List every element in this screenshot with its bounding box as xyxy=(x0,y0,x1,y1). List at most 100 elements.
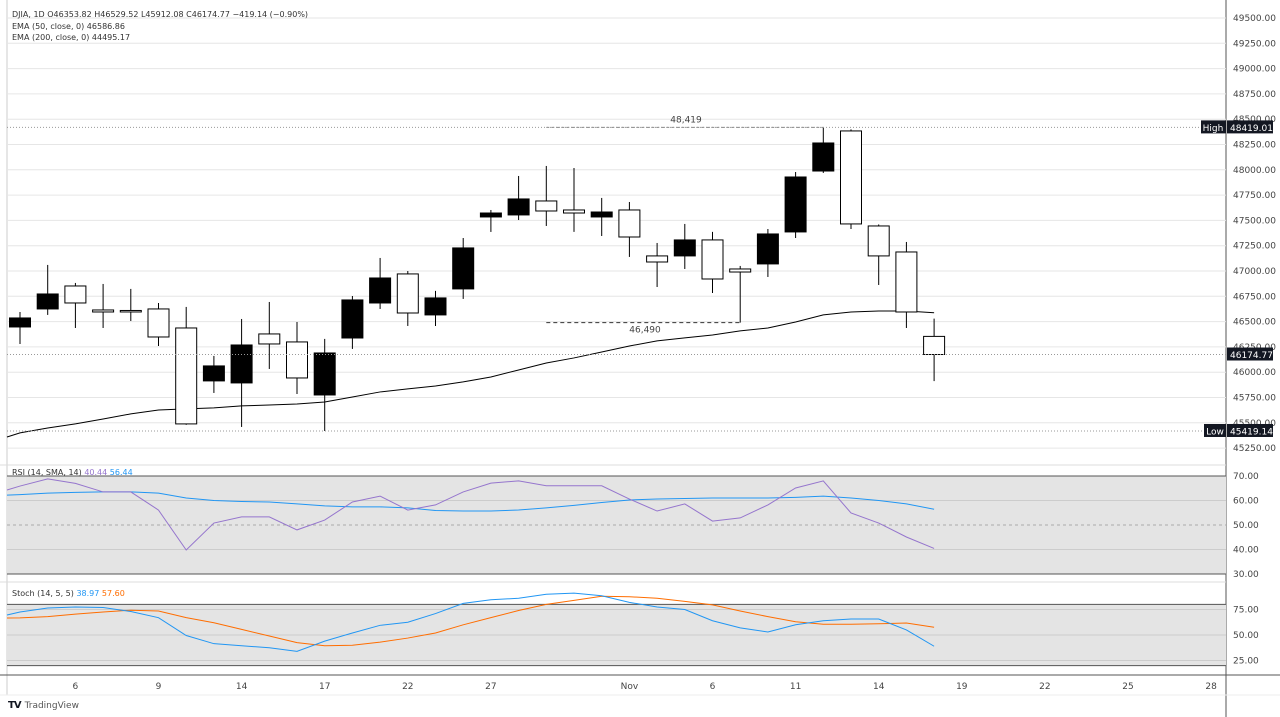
rsi-tick-label: 30.00 xyxy=(1233,570,1259,580)
candle-body[interactable] xyxy=(424,297,447,316)
rsi-sma-line xyxy=(6,491,935,512)
stoch-legend-label: Stoch (14, 5, 5) xyxy=(12,589,74,598)
ema50-legend: EMA (50, close, 0) 46586.86 xyxy=(12,22,125,31)
candle-body[interactable] xyxy=(535,200,558,212)
price-tick-label: 47500.00 xyxy=(1233,216,1276,226)
price-tick-label: 47250.00 xyxy=(1233,242,1276,252)
price-tick-label: 46750.00 xyxy=(1233,292,1276,302)
candle-body[interactable] xyxy=(341,299,364,339)
time-axis-label: 6 xyxy=(710,682,716,692)
high-label: High xyxy=(1203,124,1224,134)
candle-body[interactable] xyxy=(673,239,696,257)
low-marker-label: 46,490 xyxy=(629,326,661,336)
tradingview-brand: TradingView xyxy=(24,700,79,711)
time-axis-label: 22 xyxy=(1039,682,1050,692)
low-price-tag: 45419.14 xyxy=(1230,427,1273,437)
price-tick-label: 48750.00 xyxy=(1233,90,1276,100)
high-price-tag-bg xyxy=(1227,120,1273,134)
price-tick-label: 49000.00 xyxy=(1233,65,1276,75)
candle-body[interactable] xyxy=(230,344,253,384)
candle-body[interactable] xyxy=(729,268,752,273)
price-tick-label: 48500.00 xyxy=(1233,115,1276,125)
candle-body[interactable] xyxy=(202,365,225,382)
time-axis-label: 28 xyxy=(1205,682,1217,692)
stoch-tick-label: 50.00 xyxy=(1233,631,1259,641)
candle-body[interactable] xyxy=(867,225,890,257)
price-tick-label: 45750.00 xyxy=(1233,394,1276,404)
stoch-d-value: 57.60 xyxy=(101,589,125,598)
last-price-tag: 46174.77 xyxy=(1230,351,1273,361)
tradingview-logo-icon: 𝗧𝗩 xyxy=(8,700,22,711)
candle-body[interactable] xyxy=(646,255,669,263)
candle-body[interactable] xyxy=(258,333,281,345)
low-price-tag-bg xyxy=(1227,423,1273,437)
stoch-tick-label: 25.00 xyxy=(1233,657,1259,667)
candle-body[interactable] xyxy=(840,130,862,225)
time-axis-label: 14 xyxy=(236,682,248,692)
stoch-d-line xyxy=(6,595,935,647)
price-tick-label: 46000.00 xyxy=(1233,368,1276,378)
rsi-tick-label: 40.00 xyxy=(1233,546,1259,556)
candle-body[interactable] xyxy=(590,211,613,218)
candle-body[interactable] xyxy=(563,209,585,214)
last-price-tag-bg xyxy=(1227,347,1273,361)
candle-body[interactable] xyxy=(479,212,502,218)
time-axis-label: 11 xyxy=(790,682,801,692)
candle-body[interactable] xyxy=(286,341,308,379)
candle-body[interactable] xyxy=(756,233,779,265)
candle-body[interactable] xyxy=(618,209,641,238)
price-tick-label: 47000.00 xyxy=(1233,267,1276,277)
ema200-legend: EMA (200, close, 0) 44495.17 xyxy=(12,33,131,42)
candle-body[interactable] xyxy=(313,352,336,396)
rsi-line xyxy=(6,478,935,551)
candle-body[interactable] xyxy=(147,308,170,338)
time-axis-label: Nov xyxy=(621,682,639,692)
low-label-bg xyxy=(1204,423,1226,437)
time-axis-label: 25 xyxy=(1122,682,1133,692)
candle-body[interactable] xyxy=(452,247,475,290)
candle-body[interactable] xyxy=(923,335,946,356)
candle-body[interactable] xyxy=(812,142,835,172)
stoch-k-value: 38.97 xyxy=(76,589,100,598)
time-axis-label: 22 xyxy=(402,682,413,692)
candle-body[interactable] xyxy=(175,327,198,425)
ema50-line xyxy=(6,310,935,438)
time-axis-label: 17 xyxy=(319,682,330,692)
price-tick-label: 49250.00 xyxy=(1233,39,1276,49)
rsi-legend-label: RSI (14, SMA, 14) xyxy=(12,468,82,477)
price-tick-label: 49500.00 xyxy=(1233,14,1276,24)
candle-body[interactable] xyxy=(701,239,724,280)
stoch-k-line xyxy=(6,592,935,652)
candle-body[interactable] xyxy=(895,251,918,313)
rsi-sma-value: 56.44 xyxy=(109,468,133,477)
candle-body[interactable] xyxy=(119,309,142,313)
price-tick-label: 48250.00 xyxy=(1233,141,1276,151)
rsi-tick-label: 70.00 xyxy=(1233,472,1259,482)
candle-body[interactable] xyxy=(36,293,59,310)
candle-body[interactable] xyxy=(369,277,392,304)
price-tick-label: 45250.00 xyxy=(1233,444,1276,454)
time-axis-label: 27 xyxy=(485,682,496,692)
stoch-legend: Stoch (14, 5, 5) 38.97 57.60 xyxy=(12,589,125,599)
high-label-bg xyxy=(1201,120,1226,134)
candle-body[interactable] xyxy=(396,273,419,314)
stoch-tick-label: 75.00 xyxy=(1233,606,1259,616)
rsi-tick-label: 50.00 xyxy=(1233,521,1259,531)
candle-body[interactable] xyxy=(9,317,31,328)
candle-body[interactable] xyxy=(92,309,115,313)
time-axis-label: 9 xyxy=(156,682,162,692)
rsi-legend: RSI (14, SMA, 14) 40.44 56.44 xyxy=(12,468,133,478)
symbol-ohlc-legend: DJIA, 1D O46353.82 H46529.52 L45912.08 C… xyxy=(12,10,309,19)
high-price-tag: 48419.01 xyxy=(1230,124,1273,134)
rsi-tick-label: 60.00 xyxy=(1233,497,1259,507)
price-tick-label: 47750.00 xyxy=(1233,191,1276,201)
time-axis-label: 19 xyxy=(956,682,968,692)
candle-body[interactable] xyxy=(64,285,87,304)
price-tick-label: 45500.00 xyxy=(1233,419,1276,429)
footer-branding: 𝗧𝗩 TradingView xyxy=(8,700,79,711)
price-tick-label: 46500.00 xyxy=(1233,318,1276,328)
low-label: Low xyxy=(1206,427,1224,437)
candle-body[interactable] xyxy=(507,198,530,216)
candle-body[interactable] xyxy=(784,176,807,233)
